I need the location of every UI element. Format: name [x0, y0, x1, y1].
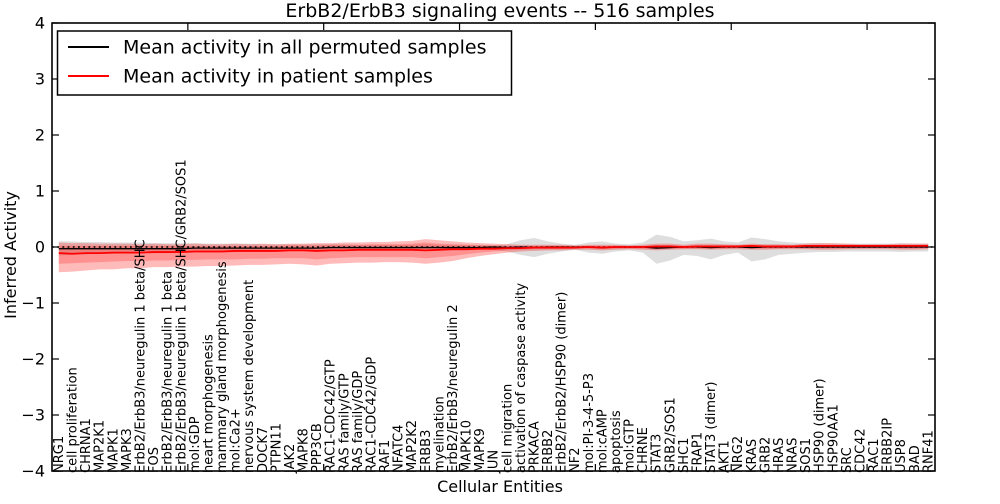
y-tick-label: 4 [35, 14, 45, 33]
x-tick-label: mammary gland morphogenesis [215, 261, 230, 473]
x-tick-label: USP8 [894, 439, 909, 473]
x-tick-label: apoptosis [609, 410, 624, 473]
x-tick-label: RAS family/GDP [351, 371, 366, 473]
x-tick-label: RAF1 [378, 440, 393, 473]
y-tick-labels: 4 3 2 1 0 −1 −2 −3 −4 [21, 14, 45, 481]
x-tick-label: RAC1 [867, 438, 882, 473]
y-tick-label: −2 [21, 350, 45, 369]
x-tick-label: mol:GTP [623, 419, 638, 473]
x-tick-label: FRAP1 [690, 432, 705, 473]
y-axis-label: Inferred Activity [1, 191, 20, 319]
x-tick-label: cell proliferation [66, 367, 81, 473]
x-tick-label: MAPK9 [473, 428, 488, 473]
x-axis-label: Cellular Entities [437, 477, 563, 496]
y-tick-label: 2 [35, 126, 45, 145]
x-tick-label: RAS family/GTP [337, 373, 352, 473]
x-tick-label: JAK2 [283, 444, 298, 474]
x-tick-label: BAD [908, 445, 923, 473]
x-tick-label: NRG2 [731, 436, 746, 473]
x-tick-label: MAPK10 [460, 420, 475, 473]
x-tick-label: ERBB3 [419, 430, 434, 473]
x-tick-label: STAT3 [650, 434, 665, 473]
y-tick-label: −4 [21, 462, 45, 481]
x-tick-label: STAT3 (dimer) [704, 382, 719, 473]
x-tick-label: NF2 [568, 448, 583, 473]
legend-label-permuted: Mean activity in all permuted samples [123, 37, 486, 59]
x-tick-label: CDC42 [853, 428, 868, 473]
legend-label-patient: Mean activity in patient samples [123, 66, 433, 88]
x-tick-label: NRAS [786, 438, 801, 473]
x-tick-label: ErbB2/ErbB3/neuregulin 1 beta/SHC/GRB2/S… [174, 159, 189, 473]
x-tick-label: GRB2/SOS1 [663, 397, 678, 473]
y-tick-label: −3 [21, 406, 45, 425]
x-tick-label: HRAS [772, 438, 787, 473]
x-tick-label: activation of caspase activity [514, 283, 529, 473]
x-tick-label: MAP2K2 [405, 420, 420, 473]
x-tick-label: AKT1 [718, 440, 733, 473]
x-tick-label: GRB2 [758, 437, 773, 473]
x-tick-label: mol:cAMP [595, 409, 610, 473]
x-tick-label: MAPK3 [120, 428, 135, 473]
x-tick-label: ErbB2/ErbB3/neuregulin 1 beta [161, 271, 176, 473]
x-tick-label: nervous system development [242, 280, 257, 473]
x-tick-label: RAC1-CDC42/GDP [364, 357, 379, 473]
x-tick-label: DOCK7 [256, 427, 271, 473]
chart-title: ErbB2/ErbB3 signaling events -- 516 samp… [285, 0, 714, 22]
y-tick-label: 3 [35, 70, 45, 89]
x-tick-label: NFATC4 [392, 425, 407, 473]
legend: Mean activity in all permuted samples Me… [56, 30, 513, 96]
x-tick-label: HSP90AA1 [826, 404, 841, 473]
x-tick-label: HSP90 (dimer) [813, 378, 828, 473]
y-tick-label: −1 [21, 294, 45, 313]
y-tick-label: 1 [35, 182, 45, 201]
x-tick-label: ErbB2/ErbB3/neuregulin 2 [446, 304, 461, 473]
x-tick-label: heart morphogenesis [201, 334, 216, 473]
x-tick-label: PTPN11 [269, 423, 284, 473]
x-tick-label: PPP3CB [310, 423, 325, 473]
x-tick-label: SRC [840, 447, 855, 473]
x-tick-label: SHC1 [677, 438, 692, 473]
x-tick-label: NRG1 [52, 436, 67, 473]
y-tick-label: 0 [35, 238, 45, 257]
x-tick-label: ERBB2 [541, 430, 556, 473]
x-tick-label: KRAS [745, 439, 760, 473]
x-tick-label: SOS1 [799, 438, 814, 473]
x-tick-label: ERBB2IP [881, 418, 896, 473]
x-tick-label: mol:PI-3-4-5-P3 [582, 373, 597, 473]
x-tick-label: mol:Ca2+ [229, 408, 244, 473]
series-lines [58, 244, 929, 255]
x-tick-label: ErbB2/ErbB2/HSP90 (dimer) [555, 292, 570, 473]
legend-box [56, 30, 513, 96]
x-tick-label: RAC1-CDC42/GTP [324, 359, 339, 473]
x-tick-label: myelination [432, 396, 447, 473]
axis-ticks [52, 22, 935, 472]
x-tick-label: MAP2K1 [93, 420, 108, 473]
x-tick-label: CHRNE [636, 427, 651, 473]
x-tick-label: cell migration [500, 384, 515, 473]
x-tick-label: CHRNA1 [79, 418, 94, 473]
x-tick-label: FOS [147, 447, 162, 473]
x-tick-label: MAPK8 [297, 428, 312, 473]
x-tick-label: RNF41 [921, 430, 936, 473]
x-tick-label: JUN [487, 450, 502, 474]
x-tick-label: ErbB2/ErbB3/neuregulin 1 beta/SHC [134, 239, 149, 473]
x-tick-label: PRKACA [527, 421, 542, 473]
series-line-1 [58, 244, 929, 255]
x-tick-label: MAPK1 [106, 428, 121, 473]
x-tick-label: mol:GDP [188, 416, 203, 473]
